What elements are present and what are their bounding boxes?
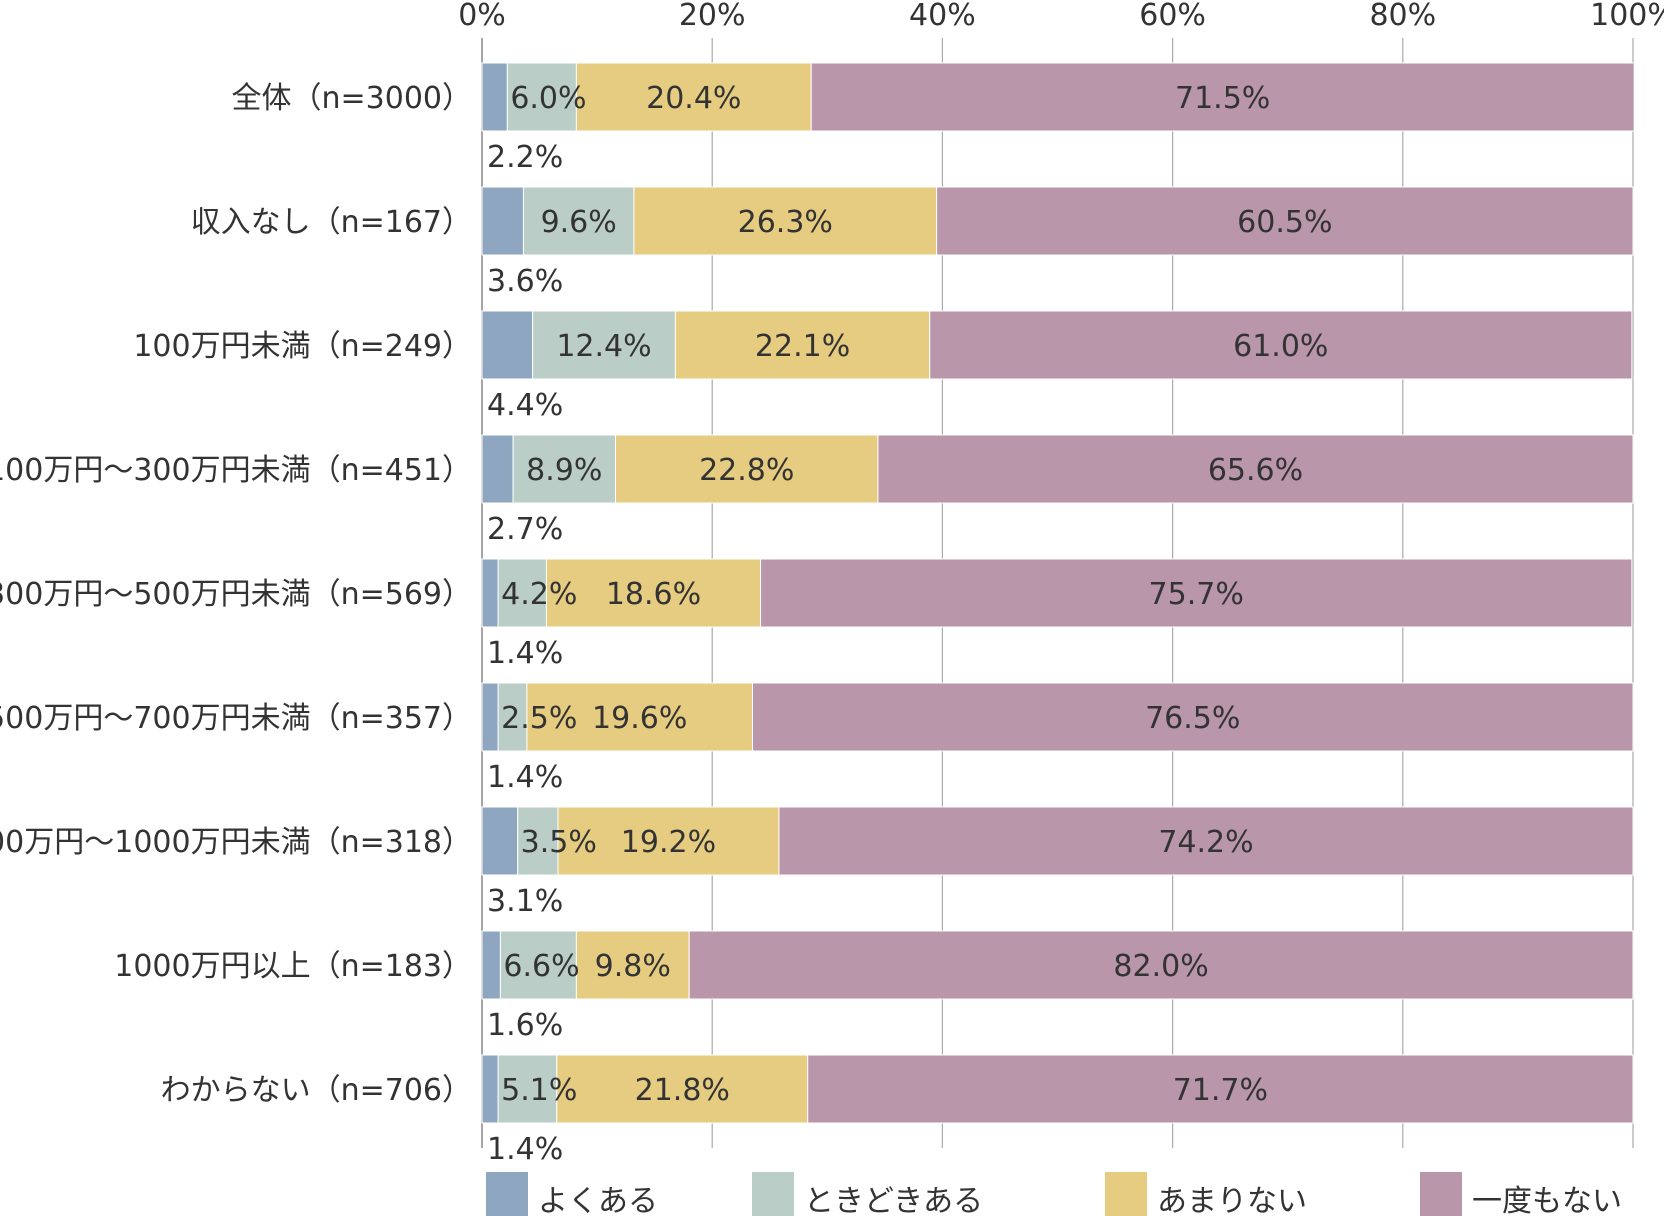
data-label: 19.6% xyxy=(592,701,687,736)
legend-label: 一度もない xyxy=(1472,1184,1622,1216)
data-label: 2.7% xyxy=(487,512,563,547)
bar-segment xyxy=(517,806,559,876)
data-label: 6.0% xyxy=(510,81,586,116)
bar-segment xyxy=(545,558,762,628)
bar-segment xyxy=(688,930,1634,1000)
bar-segment xyxy=(936,186,1634,256)
bar-segment xyxy=(512,434,617,504)
data-label: 2.2% xyxy=(487,140,563,175)
category-label: わからない（n=706） xyxy=(161,1073,472,1108)
data-label: 1.4% xyxy=(487,1132,563,1167)
data-label: 6.6% xyxy=(503,949,579,984)
legend-swatch xyxy=(1420,1172,1462,1216)
bar-segment xyxy=(807,1054,1634,1124)
data-label: 21.8% xyxy=(635,1073,730,1108)
data-label: 8.9% xyxy=(526,453,602,488)
data-labels: 2.2% 6.0% 20.4% 71.5% 3.6% 9.6% 26.3% 60.5% 4.4%… xyxy=(487,81,1332,1167)
data-label: 60.5% xyxy=(1237,205,1332,240)
bar-segment xyxy=(575,930,690,1000)
data-label: 20.4% xyxy=(646,81,741,116)
bar-segment xyxy=(499,930,577,1000)
bar-segment xyxy=(481,186,524,256)
bar-segment xyxy=(481,930,501,1000)
bar-segment xyxy=(481,682,499,752)
data-label: 82.0% xyxy=(1113,949,1208,984)
data-label: 22.8% xyxy=(699,453,794,488)
data-label: 9.6% xyxy=(541,205,617,240)
data-label: 26.3% xyxy=(738,205,833,240)
bar-segment xyxy=(633,186,938,256)
data-label: 1.6% xyxy=(487,1008,563,1043)
data-label: 1.4% xyxy=(487,636,563,671)
category-label: 収入なし（n=167） xyxy=(191,205,472,240)
x-axis-ticks: 0% 20% 40% 60% 80% 100% xyxy=(458,0,1664,33)
legend-label: あまりない xyxy=(1157,1184,1307,1216)
bar-segment xyxy=(522,186,635,256)
bar-segment xyxy=(481,558,499,628)
bar-segment xyxy=(877,434,1634,504)
bar-segment xyxy=(481,310,534,380)
x-tick-label: 80% xyxy=(1369,0,1436,33)
category-labels: 全体（n=3000） 収入なし（n=167） 100万円未満（n=249） 100万円… xyxy=(0,81,472,1108)
legend-swatch xyxy=(486,1172,528,1216)
bar-segment xyxy=(556,1054,809,1124)
data-label: 5.1% xyxy=(501,1073,577,1108)
x-tick-label: 20% xyxy=(679,0,746,33)
category-label: 全体（n=3000） xyxy=(232,81,473,116)
data-label: 74.2% xyxy=(1158,825,1253,860)
data-label: 12.4% xyxy=(556,329,651,364)
bar-segment xyxy=(497,558,547,628)
bar-segment xyxy=(532,310,676,380)
category-label: 500万円～700万円未満（n=357） xyxy=(0,701,472,736)
category-label: 100万円未満（n=249） xyxy=(133,329,472,364)
x-tick-label: 0% xyxy=(458,0,506,33)
data-label: 3.6% xyxy=(487,264,563,299)
data-label: 4.4% xyxy=(487,388,563,423)
legend-label: よくある xyxy=(538,1184,658,1216)
category-label: 100万円～300万円未満（n=451） xyxy=(0,453,472,488)
data-label: 61.0% xyxy=(1233,329,1328,364)
data-label: 3.5% xyxy=(521,825,597,860)
bar-segment xyxy=(481,434,514,504)
data-label: 9.8% xyxy=(595,949,671,984)
x-tick-label: 100% xyxy=(1590,0,1664,33)
data-label: 19.2% xyxy=(621,825,716,860)
data-label: 4.2% xyxy=(501,577,577,612)
bar-segment xyxy=(751,682,1634,752)
data-label: 75.7% xyxy=(1149,577,1244,612)
bar-segment xyxy=(497,682,528,752)
bar-segment xyxy=(575,62,812,132)
data-label: 76.5% xyxy=(1145,701,1240,736)
bar-segment xyxy=(778,806,1634,876)
data-label: 71.5% xyxy=(1175,81,1270,116)
data-label: 2.5% xyxy=(501,701,577,736)
legend-swatch xyxy=(752,1172,794,1216)
category-label: 700万円～1000万円未満（n=318） xyxy=(0,825,472,860)
data-label: 3.1% xyxy=(487,884,563,919)
bars xyxy=(481,62,1635,1124)
data-label: 65.6% xyxy=(1208,453,1303,488)
x-tick-label: 40% xyxy=(909,0,976,33)
data-label: 71.7% xyxy=(1173,1073,1268,1108)
category-label: 300万円～500万円未満（n=569） xyxy=(0,577,472,612)
bar-segment xyxy=(929,310,1633,380)
bar-segment xyxy=(481,806,519,876)
category-label: 1000万円以上（n=183） xyxy=(114,949,472,984)
legend: よくある ときどきある あまりない 一度もない xyxy=(486,1172,1622,1216)
data-label: 18.6% xyxy=(606,577,701,612)
data-label: 1.4% xyxy=(487,760,563,795)
legend-swatch xyxy=(1105,1172,1147,1216)
bar-segment xyxy=(674,310,931,380)
bar-segment xyxy=(481,1054,499,1124)
bar-segment xyxy=(810,62,1635,132)
data-label: 22.1% xyxy=(755,329,850,364)
bar-segment xyxy=(526,682,753,752)
bar-segment xyxy=(481,62,508,132)
x-tick-label: 60% xyxy=(1139,0,1206,33)
legend-label: ときどきある xyxy=(804,1184,983,1216)
bar-segment xyxy=(760,558,1633,628)
